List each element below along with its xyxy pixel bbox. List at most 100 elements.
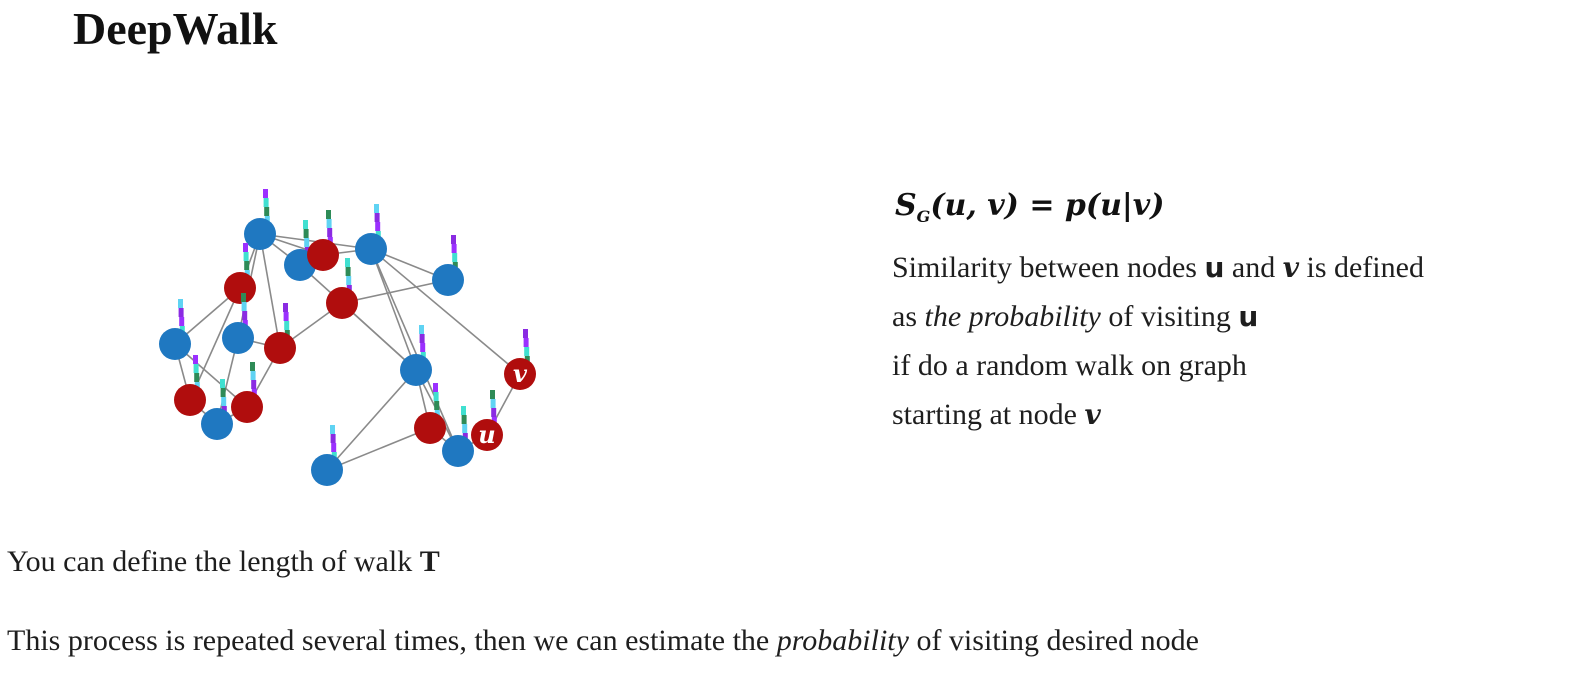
graph-nodes: uv: [159, 189, 536, 486]
embedding-bar: [303, 220, 308, 229]
similarity-formula: SG(u, v) = p(u|v): [895, 188, 1165, 226]
graph-node-blue: [201, 408, 233, 440]
embedding-bar: [243, 252, 249, 261]
graph-node-red: [471, 419, 503, 451]
embedding-bar: [263, 198, 269, 207]
embedding-bar: [178, 308, 184, 317]
graph-node-blue: [244, 218, 276, 250]
graph-node-blue: [159, 328, 191, 360]
embedding-bar: [451, 244, 457, 253]
graph-node-blue: [442, 435, 474, 467]
embedding-bar: [490, 390, 495, 399]
embedding-bar: [331, 443, 337, 452]
embedding-bar: [250, 362, 255, 371]
graph-node-blue: [432, 264, 464, 296]
embedding-bar: [244, 261, 250, 270]
embedding-bar: [491, 408, 497, 417]
embedding-bar: [524, 347, 530, 356]
embedding-bar: [179, 317, 185, 326]
embedding-bar: [193, 364, 199, 373]
node-label-u: u: [478, 420, 495, 449]
graph-node-red: [231, 391, 263, 423]
embedding-bar: [283, 312, 289, 321]
embedding-bar: [374, 213, 380, 222]
graph-node-red: [224, 272, 256, 304]
embedding-bar: [451, 235, 456, 244]
embedding-bar: [242, 311, 248, 320]
embedding-bar: [462, 424, 468, 433]
embedding-bar: [221, 397, 227, 406]
graph-node-blue: [222, 322, 254, 354]
embedding-bar: [461, 415, 467, 424]
graph-node-red: [174, 384, 206, 416]
embedding-bar: [251, 380, 257, 389]
graph-edge: [370, 248, 521, 375]
embedding-bar: [419, 325, 424, 334]
embedding-bar: [284, 321, 290, 330]
embedding-bar: [326, 210, 331, 219]
graph-node-red: [414, 412, 446, 444]
embedding-bar: [330, 425, 335, 434]
embedding-bar: [283, 303, 288, 312]
embedding-bar: [326, 219, 332, 228]
graph-node-red: [307, 239, 339, 271]
var-v: v: [1282, 251, 1299, 284]
page-title: DeepWalk: [73, 3, 278, 54]
embedding-bar: [178, 299, 183, 308]
embedding-bar: [461, 406, 466, 415]
embedding-bar: [193, 355, 198, 364]
embedding-bar: [263, 189, 268, 198]
repeat-process-note: This process is repeated several times, …: [7, 624, 1199, 657]
embedding-bar: [490, 399, 496, 408]
embedding-bar: [303, 229, 309, 238]
embedding-bar: [243, 243, 248, 252]
graph-node-red: [326, 287, 358, 319]
description-line-2: as the probability of visiting u: [892, 300, 1259, 333]
embedding-bar: [264, 207, 270, 216]
embedding-bar: [433, 392, 439, 401]
embedding-bar: [375, 222, 381, 231]
embedding-bar: [374, 204, 379, 213]
embedding-bar: [452, 253, 458, 262]
embedding-bar: [419, 334, 425, 343]
graph-node-blue: [355, 233, 387, 265]
embedding-bar: [346, 276, 352, 285]
var-u: u: [1238, 300, 1259, 333]
graph-edge: [370, 248, 417, 371]
embedding-bar: [327, 228, 333, 237]
embedding-bar: [220, 388, 226, 397]
var-v: v: [1084, 398, 1101, 431]
description-line-1: Similarity between nodes u and v is defi…: [892, 251, 1424, 284]
walk-length-note: You can define the length of walk T: [7, 545, 440, 578]
graph-edge: [341, 279, 449, 304]
node-label-v: v: [513, 359, 528, 388]
embedding-bar: [523, 329, 528, 338]
embedding-bar: [250, 371, 256, 380]
description-line-3: if do a random walk on graph: [892, 349, 1247, 382]
graph-node-red: [504, 358, 536, 390]
graph-illustration: uv: [159, 189, 536, 486]
graph-edge: [326, 427, 431, 471]
embedding-bar: [304, 238, 310, 247]
similarity-description: Similarity between nodes u and v is defi…: [892, 243, 1424, 439]
graph-edge: [370, 248, 459, 452]
embedding-bar: [345, 267, 351, 276]
var-u: u: [1204, 251, 1225, 284]
embedding-bar: [241, 293, 246, 302]
graph-edge: [259, 233, 281, 349]
embedding-bar: [220, 379, 225, 388]
embedding-bar: [241, 302, 247, 311]
embedding-bar: [194, 373, 200, 382]
graph-edge: [341, 302, 417, 371]
embedding-bar: [420, 343, 426, 352]
graph-node-blue: [311, 454, 343, 486]
embedding-bar: [433, 383, 438, 392]
description-line-4: starting at node v: [892, 398, 1101, 431]
graph-node-blue: [400, 354, 432, 386]
graph-node-red: [264, 332, 296, 364]
embedding-bar: [523, 338, 529, 347]
embedding-bar: [434, 401, 440, 410]
graph-edge: [326, 369, 417, 471]
embedding-bar: [345, 258, 350, 267]
embedding-bar: [330, 434, 336, 443]
